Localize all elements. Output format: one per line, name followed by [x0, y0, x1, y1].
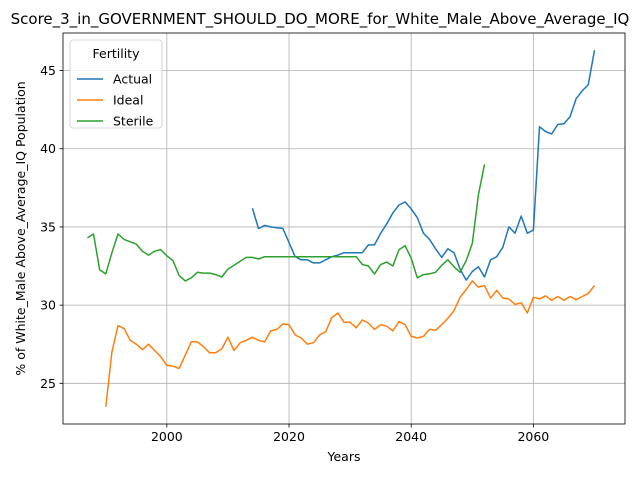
series-line-sterile — [86, 164, 486, 282]
x-tick-label: 2060 — [517, 429, 549, 444]
y-tick-label: 30 — [40, 298, 56, 313]
legend-entry-sterile: Sterile — [113, 114, 154, 129]
legend: Fertility Actual Ideal Sterile — [69, 39, 163, 129]
y-axis-label: % of White_Male Above_Average_IQ Populat… — [13, 81, 28, 375]
axis-ticks: 2000 2020 2040 2060 25 30 35 40 45 — [40, 63, 549, 444]
legend-title: Fertility — [93, 46, 141, 61]
series-line-ideal — [105, 280, 596, 407]
legend-box — [69, 39, 163, 129]
y-tick-label: 35 — [40, 219, 56, 234]
x-tick-label: 2040 — [395, 429, 427, 444]
x-axis-label: Years — [327, 449, 361, 464]
y-tick-label: 45 — [40, 63, 56, 78]
chart-title: Score_3_in_GOVERNMENT_SHOULD_DO_MORE_for… — [11, 10, 630, 29]
x-tick-label: 2020 — [273, 429, 305, 444]
x-tick-label: 2000 — [151, 429, 183, 444]
legend-entry-ideal: Ideal — [113, 93, 143, 108]
series-lines — [86, 50, 596, 407]
y-tick-label: 40 — [40, 141, 56, 156]
y-tick-label: 25 — [40, 376, 56, 391]
legend-entry-actual: Actual — [113, 72, 152, 87]
series-line-actual — [251, 50, 596, 281]
plot-area — [62, 32, 626, 425]
